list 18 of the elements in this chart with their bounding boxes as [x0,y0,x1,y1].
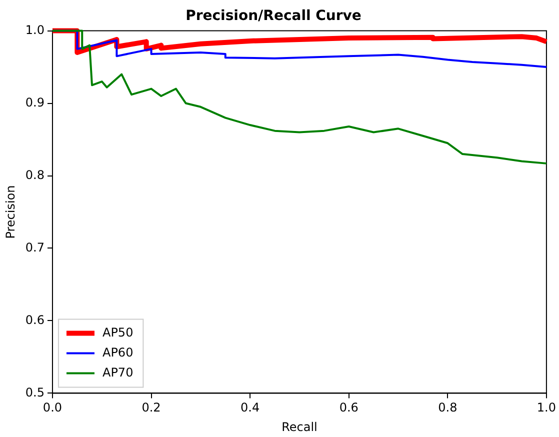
x-tick-label: 0.6 [339,400,358,415]
x-tick-label: 0.8 [438,400,458,415]
y-tick-label: 0.5 [25,385,44,400]
y-tick-label: 0.6 [25,312,44,327]
legend-label: AP50 [102,325,134,340]
y-tick-label: 1.0 [25,22,44,37]
y-tick-label: 0.8 [25,168,44,182]
legend-label: AP70 [102,365,134,380]
chart-title: Precision/Recall Curve [186,8,362,24]
x-tick-label: 1.0 [536,400,556,415]
x-tick-label: 0.2 [142,400,161,415]
legend-label: AP60 [102,345,134,360]
y-tick-label: 0.9 [25,95,44,110]
x-tick-label: 0.4 [240,400,260,415]
y-tick-label: 0.7 [25,240,44,254]
y-axis-title: Precision [3,185,18,239]
x-tick-label: 0.0 [42,400,62,415]
x-axis-title: Recall [282,420,318,434]
